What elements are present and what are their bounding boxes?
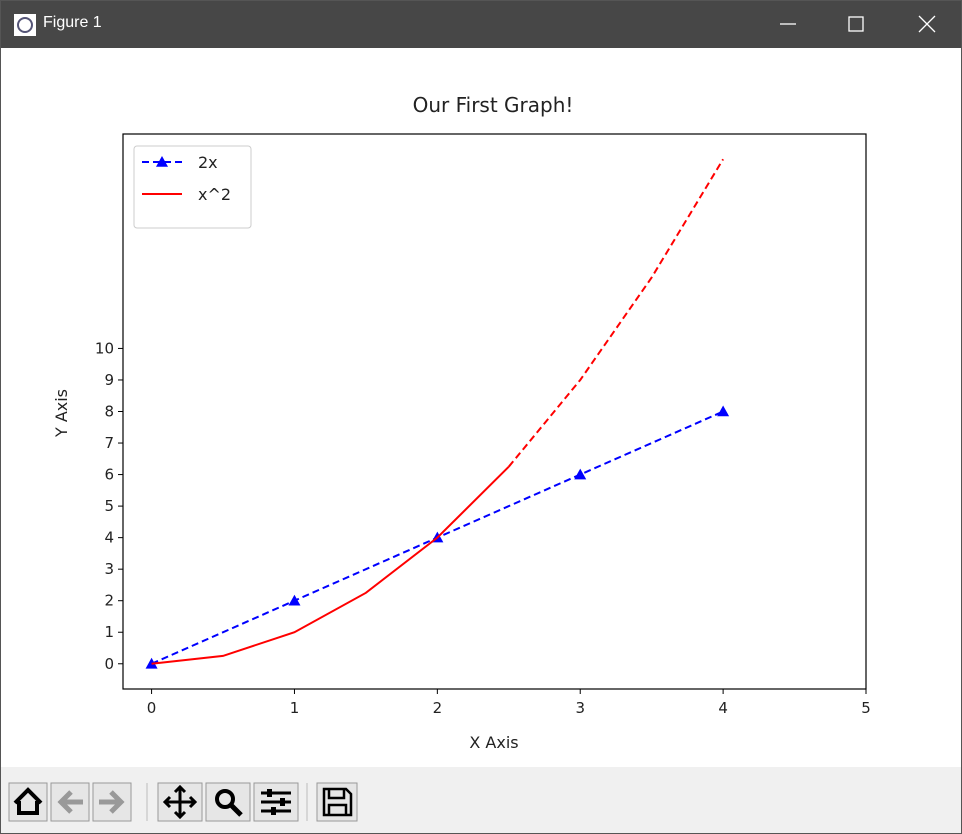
y-tick-label: 6 — [104, 466, 114, 484]
home-button[interactable] — [8, 782, 48, 822]
legend-label: x^2 — [198, 185, 231, 204]
y-tick-label: 8 — [104, 403, 114, 421]
title-bar-icons — [14, 14, 936, 36]
y-tick-label: 4 — [104, 529, 114, 547]
legend-box — [133, 145, 252, 229]
app-icon-glyph — [17, 17, 33, 33]
marker — [574, 468, 587, 480]
y-tick-label: 1 — [104, 623, 114, 641]
x-tick-label: 0 — [147, 699, 157, 717]
series-line — [151, 465, 510, 665]
chart-title: Our First Graph! — [413, 93, 574, 117]
marker — [288, 594, 301, 606]
title-bar: Figure 1 — [1, 1, 961, 48]
y-tick-label: 2 — [104, 592, 114, 610]
x-tick-label: 5 — [861, 699, 871, 717]
toolbar — [1, 767, 961, 833]
x-tick-label: 4 — [718, 699, 728, 717]
y-tick-label: 10 — [95, 339, 114, 357]
toolbar-icons — [8, 782, 358, 822]
y-tick-label: 5 — [104, 497, 114, 515]
window-title: Figure 1 — [43, 14, 102, 31]
x-tick-label: 1 — [290, 699, 300, 717]
x-tick-label: 3 — [575, 699, 585, 717]
y-axis-label: Y Axis — [52, 389, 71, 438]
configure-button[interactable] — [253, 782, 299, 822]
legend-marker — [156, 156, 168, 167]
marker — [717, 405, 730, 417]
y-tick-label: 9 — [104, 371, 114, 389]
save-button[interactable] — [316, 782, 358, 822]
back-button[interactable] — [50, 782, 90, 822]
y-tick-label: 3 — [104, 560, 114, 578]
pan-button[interactable] — [157, 782, 203, 822]
y-tick-label: 0 — [104, 655, 114, 673]
y-tick-label: 7 — [104, 434, 114, 452]
legend-label: 2x — [198, 153, 218, 172]
close-button[interactable] — [918, 15, 936, 33]
x-axis-label: X Axis — [469, 733, 518, 752]
series-line — [508, 158, 724, 468]
zoom-button[interactable] — [205, 782, 251, 822]
maximize-button[interactable] — [848, 16, 864, 32]
chart: Our First Graph! X Axis Y Axis 0 1 2 3 4 5 0 1 2… — [52, 93, 871, 752]
forward-button[interactable] — [92, 782, 132, 822]
x-tick-label: 2 — [433, 699, 443, 717]
